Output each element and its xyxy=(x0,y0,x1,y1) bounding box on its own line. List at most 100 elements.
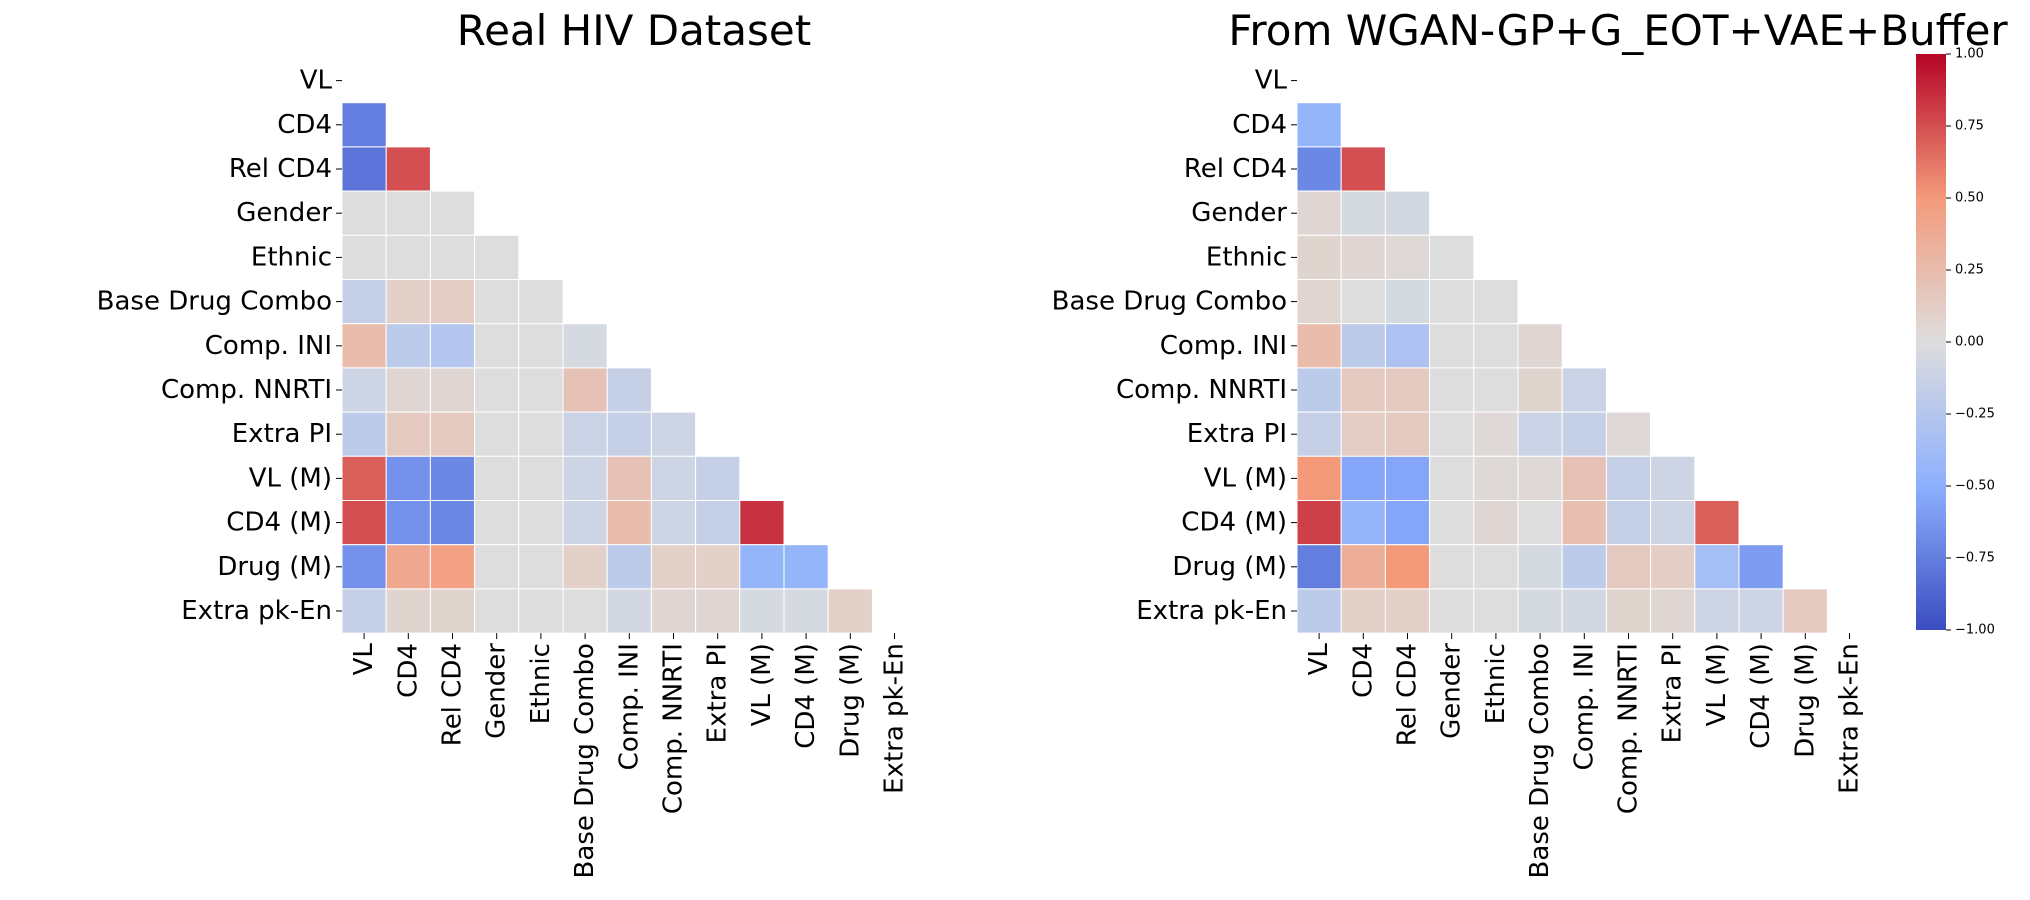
real-cell-5-2 xyxy=(429,279,476,325)
real-cell-3-0 xyxy=(341,190,387,236)
real-cell-7-5 xyxy=(562,367,608,413)
real-cell-10-5 xyxy=(562,500,608,546)
colorbar-tick-label: −0.75 xyxy=(1955,551,1995,566)
generated-xtick-vl-m: VL (M) xyxy=(1702,643,1732,726)
real-xtick-comp-ini: Comp. INI xyxy=(614,643,644,770)
generated-cell-10-8 xyxy=(1650,500,1696,546)
real-ytick-vl-m: VL (M) xyxy=(249,463,332,493)
generated-ytick-ethnic: Ethnic xyxy=(1206,242,1287,272)
generated-ytick-gender: Gender xyxy=(1191,198,1287,228)
colorbar-gradient xyxy=(1916,54,1946,630)
generated-cell-10-3 xyxy=(1429,500,1475,546)
real-xtick-drug-m: Drug (M) xyxy=(835,643,865,758)
real-ytick-base-drug-combo: Base Drug Combo xyxy=(97,287,332,317)
generated-ytick-drug-m: Drug (M) xyxy=(1172,552,1287,582)
generated-cell-11-1 xyxy=(1340,544,1386,590)
heatmap-title-generated: From WGAN-GP+G_EOT+VAE+Buffer xyxy=(1228,6,2008,55)
real-xtick-ethnic: Ethnic xyxy=(526,643,556,724)
colorbar-tick-label: 1.00 xyxy=(1955,47,1984,62)
real-cell-5-3 xyxy=(474,279,520,325)
real-cell-7-2 xyxy=(429,367,476,413)
generated-cell-12-4 xyxy=(1473,588,1519,634)
colorbar-tick-label: −0.25 xyxy=(1955,407,1995,422)
real-cell-11-1 xyxy=(385,544,431,590)
real-cell-11-7 xyxy=(650,544,697,590)
real-cell-8-2 xyxy=(429,411,476,457)
real-xtick-vl: VL xyxy=(349,643,379,676)
generated-cell-9-7 xyxy=(1605,455,1652,501)
generated-cell-12-7 xyxy=(1605,588,1652,634)
real-cell-5-1 xyxy=(385,279,431,325)
real-cell-9-3 xyxy=(474,455,520,501)
generated-cell-7-3 xyxy=(1429,367,1475,413)
real-cell-7-1 xyxy=(385,367,431,413)
heatmap-title-real: Real HIV Dataset xyxy=(456,6,812,55)
real-cell-12-4 xyxy=(518,588,564,634)
generated-cell-12-3 xyxy=(1429,588,1475,634)
real-cell-5-4 xyxy=(518,279,564,325)
generated-cell-10-9 xyxy=(1694,500,1740,546)
real-ytick-extra-pk-en: Extra pk-En xyxy=(181,596,332,626)
real-cell-8-6 xyxy=(606,411,652,457)
generated-ytick-base-drug-combo: Base Drug Combo xyxy=(1052,287,1287,317)
generated-ytick-comp-ini: Comp. INI xyxy=(1160,331,1287,361)
generated-cell-10-4 xyxy=(1473,500,1519,546)
generated-cell-11-8 xyxy=(1650,544,1696,590)
real-xtick-cd4-m: CD4 (M) xyxy=(791,643,821,749)
real-ytick-gender: Gender xyxy=(236,198,332,228)
colorbar-tick-label: 0.50 xyxy=(1955,191,1984,206)
generated-cell-9-6 xyxy=(1561,455,1607,501)
generated-cell-12-9 xyxy=(1694,588,1740,634)
real-xtick-vl-m: VL (M) xyxy=(747,643,777,726)
real-cell-8-3 xyxy=(474,411,520,457)
real-cell-4-3 xyxy=(474,234,520,281)
generated-cell-9-0 xyxy=(1296,455,1342,501)
generated-cell-9-4 xyxy=(1473,455,1519,501)
real-ytick-comp-nnrti: Comp. NNRTI xyxy=(161,375,332,405)
generated-cell-11-5 xyxy=(1517,544,1563,590)
real-cell-5-0 xyxy=(341,279,387,325)
generated-ytick-vl: VL xyxy=(1255,66,1288,96)
generated-ytick-extra-pk-en: Extra pk-En xyxy=(1136,596,1287,626)
generated-cell-8-7 xyxy=(1605,411,1652,457)
colorbar-tick-label: 0.25 xyxy=(1955,263,1984,278)
generated-xtick-comp-ini: Comp. INI xyxy=(1569,643,1599,770)
real-xtick-base-drug-combo: Base Drug Combo xyxy=(570,643,600,878)
generated-cell-8-0 xyxy=(1296,411,1342,457)
real-cell-6-1 xyxy=(385,323,431,369)
generated-xtick-ethnic: Ethnic xyxy=(1481,643,1511,724)
generated-cell-5-0 xyxy=(1296,279,1342,325)
generated-ytick-comp-nnrti: Comp. NNRTI xyxy=(1116,375,1287,405)
generated-cell-12-2 xyxy=(1384,588,1431,634)
generated-cell-12-11 xyxy=(1782,588,1828,634)
generated-ytick-cd4-m: CD4 (M) xyxy=(1181,508,1287,538)
generated-xtick-cd4: CD4 xyxy=(1348,643,1378,698)
real-cell-10-1 xyxy=(385,500,431,546)
real-cell-12-1 xyxy=(385,588,431,634)
generated-xtick-comp-nnrti: Comp. NNRTI xyxy=(1614,643,1644,814)
real-cell-10-6 xyxy=(606,500,652,546)
generated-xtick-extra-pi: Extra PI xyxy=(1658,643,1688,743)
real-ytick-cd4: CD4 xyxy=(277,110,332,140)
generated-ytick-cd4: CD4 xyxy=(1232,110,1287,140)
generated-cell-6-0 xyxy=(1296,323,1342,369)
generated-xtick-vl: VL xyxy=(1304,643,1334,676)
generated-cell-10-6 xyxy=(1561,500,1607,546)
generated-cell-10-1 xyxy=(1340,500,1386,546)
real-ytick-drug-m: Drug (M) xyxy=(217,552,332,582)
real-cell-3-1 xyxy=(385,190,431,236)
generated-cell-9-8 xyxy=(1650,455,1696,501)
real-cell-8-1 xyxy=(385,411,431,457)
real-cell-10-9 xyxy=(739,500,785,546)
real-cell-10-3 xyxy=(474,500,520,546)
real-ytick-ethnic: Ethnic xyxy=(251,242,332,272)
colorbar-tick-label: 0.00 xyxy=(1955,335,1984,350)
real-ytick-cd4-m: CD4 (M) xyxy=(226,508,332,538)
generated-cell-12-6 xyxy=(1561,588,1607,634)
real-cell-11-5 xyxy=(562,544,608,590)
real-cell-12-9 xyxy=(739,588,785,634)
generated-cell-7-5 xyxy=(1517,367,1563,413)
